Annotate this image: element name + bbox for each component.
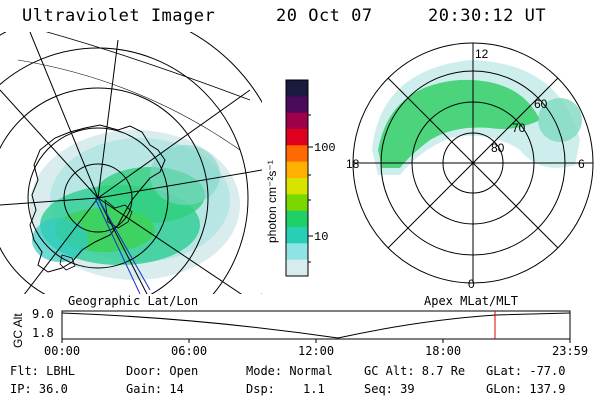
colorbar-unit-label: photon cm⁻²s⁻¹ xyxy=(265,160,279,243)
colorbar-tick-100: 100 xyxy=(314,141,336,155)
date-label: 20 Oct 07 xyxy=(276,6,373,26)
instrument-title: Ultraviolet Imager xyxy=(22,6,216,26)
altitude-plot xyxy=(61,310,571,343)
mode-info: Mode: Normal xyxy=(246,364,333,378)
dsp-label: Dsp: xyxy=(246,382,275,396)
door-info: Door: Open xyxy=(126,364,199,378)
mlat-label-60: 60 xyxy=(534,97,548,111)
terminator-line xyxy=(97,197,151,291)
colorbar-segment xyxy=(286,210,308,228)
colorbar-segment xyxy=(286,145,308,163)
x-tick-label: 06:00 xyxy=(171,344,208,358)
glon-info: GLon: 137.9 xyxy=(486,382,566,396)
colorbar-segment xyxy=(286,259,308,277)
colorbar-segment xyxy=(286,80,308,97)
colorbar-segment xyxy=(286,178,308,195)
ip-info: IP: 36.0 xyxy=(10,382,68,396)
colorbar-segment xyxy=(286,96,308,114)
x-tick-label: 23:59 xyxy=(552,344,589,358)
colorbar-segment xyxy=(286,194,308,212)
altitude-y-bottom: 1.8 xyxy=(32,326,54,340)
altitude-y-top: 9.0 xyxy=(32,307,54,321)
geographic-map xyxy=(0,32,262,294)
mlt-label-0: 0 xyxy=(468,277,475,291)
x-tick-label: 00:00 xyxy=(44,344,81,358)
magnetic-caption: Apex MLat/MLT xyxy=(424,294,518,308)
colorbar-tick-10: 10 xyxy=(314,230,328,244)
geographic-caption: Geographic Lat/Lon xyxy=(68,294,199,308)
altitude-ylabel: GC Alt xyxy=(11,313,25,348)
colorbar-segment xyxy=(286,227,308,244)
x-tick-label: 18:00 xyxy=(425,344,462,358)
colorbar-segment xyxy=(286,161,308,179)
magnetic-map xyxy=(352,42,594,284)
coastline xyxy=(29,124,166,273)
filter-info: Flt: LBHL xyxy=(10,364,76,378)
mlat-label-80: 80 xyxy=(491,141,505,155)
colorbar xyxy=(285,79,313,277)
gain-info: Gain: 14 xyxy=(126,382,184,396)
glat-info: GLat: -77.0 xyxy=(486,364,566,378)
colorbar-segment xyxy=(286,129,308,146)
geo-lat-circles xyxy=(0,32,262,294)
x-tick-label: 12:00 xyxy=(298,344,335,358)
time-label: 20:30:12 UT xyxy=(428,6,547,26)
mlt-label-18: 18 xyxy=(346,157,360,171)
colorbar-segment xyxy=(286,243,308,261)
dsp-value: 1.1 xyxy=(303,382,325,396)
geo-lon-lines xyxy=(0,32,262,294)
mlat-label-70: 70 xyxy=(512,121,526,135)
mlt-label-12: 12 xyxy=(475,47,489,61)
mlt-label-6: 6 xyxy=(578,157,585,171)
altitude-curve xyxy=(61,312,571,339)
colorbar-segment xyxy=(286,112,308,130)
gc-alt-info: GC Alt: 8.7 Re xyxy=(364,364,466,378)
seq-info: Seq: 39 xyxy=(364,382,415,396)
